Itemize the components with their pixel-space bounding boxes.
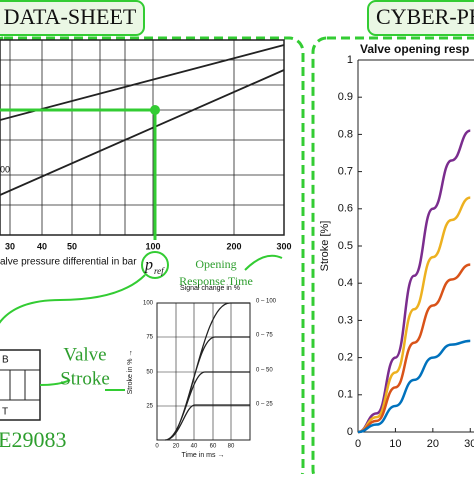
y-tick-label: 0.1	[338, 389, 353, 401]
curve-label: 0 – 100	[256, 299, 277, 305]
series-line	[357, 339, 471, 434]
y-tick-label: 1	[347, 54, 353, 66]
label: Stroke	[60, 368, 110, 389]
part-number: E29083	[0, 427, 66, 452]
y-tick-label: 0.3	[338, 314, 353, 326]
series-line	[357, 196, 471, 434]
axis-label: Stroke [%]	[319, 221, 331, 272]
label: Opening	[195, 257, 236, 271]
left-panel	[0, 36, 305, 479]
x-tick-label: 200	[226, 241, 241, 251]
y-tick-label: 75	[146, 335, 153, 341]
y-tick-label: 0.4	[338, 277, 353, 289]
axes	[357, 59, 474, 433]
header-box	[367, 0, 474, 36]
x-tick-label: 40	[37, 241, 47, 251]
arrow	[0, 254, 283, 324]
y-tick-label: 0.8	[338, 128, 353, 140]
port: B	[2, 355, 9, 366]
valve-block	[0, 349, 41, 421]
x-tick-label: 40	[191, 444, 198, 450]
header-box	[0, 0, 145, 36]
pref-sub: ref	[154, 266, 165, 276]
y-tick-label: 0.5	[338, 240, 353, 252]
series-line	[357, 263, 471, 434]
pref-circle	[141, 251, 169, 279]
y-tick-label: 0.9	[338, 91, 353, 103]
y-tick-label: 0.7	[338, 166, 353, 178]
x-tick-label: 50	[67, 241, 77, 251]
y-tick-label: 0.6	[338, 203, 353, 215]
y-tick-label: 0.2	[338, 352, 353, 364]
x-tick-label: 300	[276, 241, 291, 251]
chart-title: Signal change in %	[180, 285, 240, 292]
header: CYBER-PH	[376, 4, 474, 29]
header: DATA-SHEET	[4, 4, 137, 29]
x-tick-label: 80	[228, 444, 235, 450]
x-tick-label: 20	[173, 444, 180, 450]
x-tick-label: 20	[427, 438, 439, 450]
valve-detail	[0, 369, 40, 401]
curve-label: 0 – 50	[256, 368, 273, 374]
axis-label: Stroke in % →	[127, 350, 134, 395]
x-tick-label: 10	[389, 438, 401, 450]
y-tick-label: 25	[146, 404, 153, 410]
curve-label: 0 – 25	[256, 402, 273, 408]
chart-title: Valve opening resp	[360, 42, 469, 56]
right-panel	[311, 36, 474, 479]
label: Valve	[63, 344, 106, 365]
axis-label: alve pressure differential in bar →	[0, 257, 149, 268]
curve-label: 0 – 75	[256, 333, 273, 339]
port: T	[2, 407, 8, 418]
label: Response Time	[179, 274, 253, 288]
curve-label: 00	[0, 164, 10, 174]
x-tick-label: 0	[355, 438, 361, 450]
y-tick-label: 0	[347, 426, 353, 438]
series-line	[357, 129, 471, 434]
y-tick-label: 50	[146, 370, 153, 376]
datasheet-chart	[0, 39, 285, 240]
pref: p	[144, 257, 153, 274]
x-tick-label: 60	[210, 444, 217, 450]
y-tick-label: 100	[143, 301, 154, 307]
arrow	[39, 379, 125, 391]
x-tick-label: 30	[5, 241, 15, 251]
stroke-chart	[156, 302, 251, 441]
x-tick-label: 30	[464, 438, 474, 450]
axis-label: Time in ms →	[182, 452, 225, 459]
x-tick-label: 100	[145, 241, 160, 251]
x-tick-label: 0	[155, 444, 159, 450]
